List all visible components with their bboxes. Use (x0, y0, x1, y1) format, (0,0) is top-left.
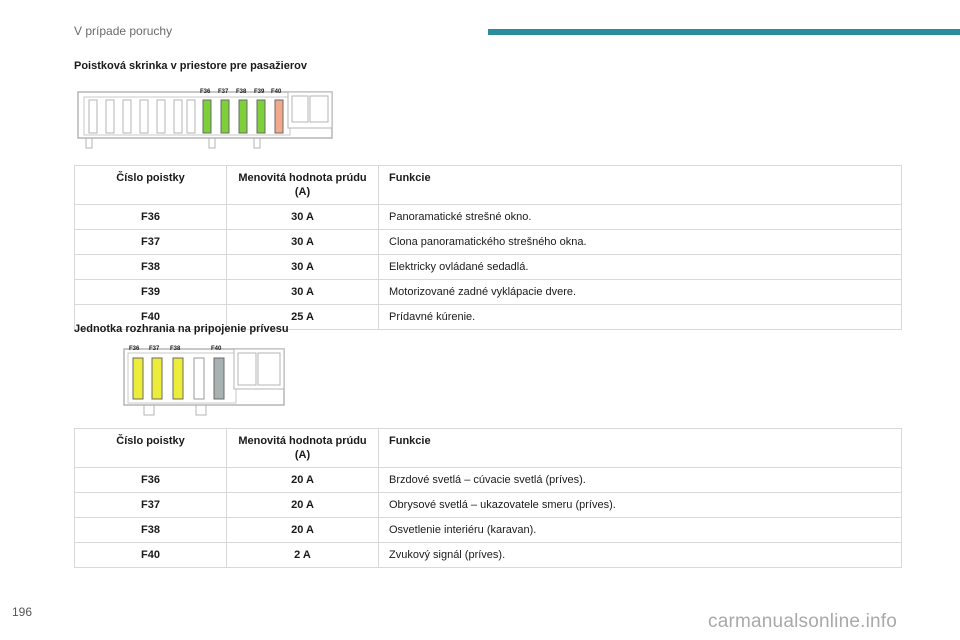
table-row: F37 20 A Obrysové svetlá – ukazovatele s… (74, 492, 902, 518)
fuse-function: Brzdové svetlá – cúvacie svetlá (príves)… (378, 467, 902, 493)
fuse-rating: 20 A (226, 492, 379, 518)
header-functions: Funkcie (378, 428, 902, 468)
passenger-fusebox-diagram: F36 F37 F38 F39 F40 (76, 84, 336, 154)
fuse-rating: 30 A (226, 204, 379, 230)
table-row: F40 25 A Prídavné kúrenie. (74, 304, 902, 330)
fuse-f37 (151, 357, 163, 400)
fuse-function: Zvukový signál (príves). (378, 542, 902, 568)
table-row: F38 20 A Osvetlenie interiéru (karavan). (74, 517, 902, 543)
fuse-rating: 30 A (226, 229, 379, 255)
fuse-f38 (238, 99, 248, 134)
table-header-row: Číslo poistky Menovitá hodnota prúdu (A)… (74, 165, 902, 205)
fuse-number: F40 (74, 304, 227, 330)
fuse-function: Elektricky ovládané sedadlá. (378, 254, 902, 280)
label-f36: F36 (129, 346, 140, 352)
header-rating: Menovitá hodnota prúdu (A) (226, 165, 379, 205)
fuse-f39 (256, 99, 266, 134)
fuse-rating: 30 A (226, 279, 379, 305)
fuse-function: Panoramatické strešné okno. (378, 204, 902, 230)
fuse-f36 (132, 357, 144, 400)
section-title: V prípade poruchy (74, 24, 173, 38)
trailer-fuse-table: Číslo poistky Menovitá hodnota prúdu (A)… (74, 428, 902, 568)
label-f37: F37 (149, 346, 160, 352)
fuse-f40 (274, 99, 284, 134)
fuse-number: F36 (74, 204, 227, 230)
watermark: carmanualsonline.info (708, 611, 898, 632)
fuse-number: F37 (74, 229, 227, 255)
label-f40: F40 (211, 346, 222, 352)
fuse-function: Obrysové svetlá – ukazovatele smeru (prí… (378, 492, 902, 518)
fuse-f37 (220, 99, 230, 134)
passenger-fuse-table: Číslo poistky Menovitá hodnota prúdu (A)… (74, 165, 902, 330)
fuse-f40 (213, 357, 225, 400)
header-functions: Funkcie (378, 165, 902, 205)
fuse-rating: 30 A (226, 254, 379, 280)
label-f37: F37 (218, 89, 229, 95)
header-fuse-number: Číslo poistky (74, 428, 227, 468)
fuse-number: F40 (74, 542, 227, 568)
fuse-rating: 20 A (226, 517, 379, 543)
fuse-empty (193, 357, 205, 400)
label-f38: F38 (170, 346, 181, 352)
fuse-function: Motorizované zadné vyklápacie dvere. (378, 279, 902, 305)
fuse-rating: 2 A (226, 542, 379, 568)
table-row: F38 30 A Elektricky ovládané sedadlá. (74, 254, 902, 280)
fuse-number: F37 (74, 492, 227, 518)
table-row: F37 30 A Clona panoramatického strešného… (74, 229, 902, 255)
table-row: F39 30 A Motorizované zadné vyklápacie d… (74, 279, 902, 305)
label-f36: F36 (200, 89, 211, 95)
table-header-row: Číslo poistky Menovitá hodnota prúdu (A)… (74, 428, 902, 468)
fuse-function: Prídavné kúrenie. (378, 304, 902, 330)
section-heading-passenger-fusebox: Poistková skrinka v priestore pre pasaži… (74, 60, 307, 72)
trailer-interface-diagram: F36 F37 F38 F40 (122, 343, 290, 417)
page-number: 196 (12, 605, 33, 619)
fuse-number: F38 (74, 517, 227, 543)
label-f38: F38 (236, 89, 247, 95)
header-rating: Menovitá hodnota prúdu (A) (226, 428, 379, 468)
header-rule (488, 29, 960, 35)
table-row: F40 2 A Zvukový signál (príves). (74, 542, 902, 568)
fuse-number: F39 (74, 279, 227, 305)
header-fuse-number: Číslo poistky (74, 165, 227, 205)
fuse-function: Clona panoramatického strešného okna. (378, 229, 902, 255)
fuse-rating: 20 A (226, 467, 379, 493)
table-row: F36 20 A Brzdové svetlá – cúvacie svetlá… (74, 467, 902, 493)
fuse-f38 (172, 357, 184, 400)
section-heading-trailer-interface: Jednotka rozhrania na pripojenie prívesu (74, 323, 289, 335)
fuse-f36 (202, 99, 212, 134)
table-row: F36 30 A Panoramatické strešné okno. (74, 204, 902, 230)
fuse-number: F38 (74, 254, 227, 280)
label-f40: F40 (271, 89, 282, 95)
fuse-number: F36 (74, 467, 227, 493)
label-f39: F39 (254, 89, 265, 95)
fuse-function: Osvetlenie interiéru (karavan). (378, 517, 902, 543)
